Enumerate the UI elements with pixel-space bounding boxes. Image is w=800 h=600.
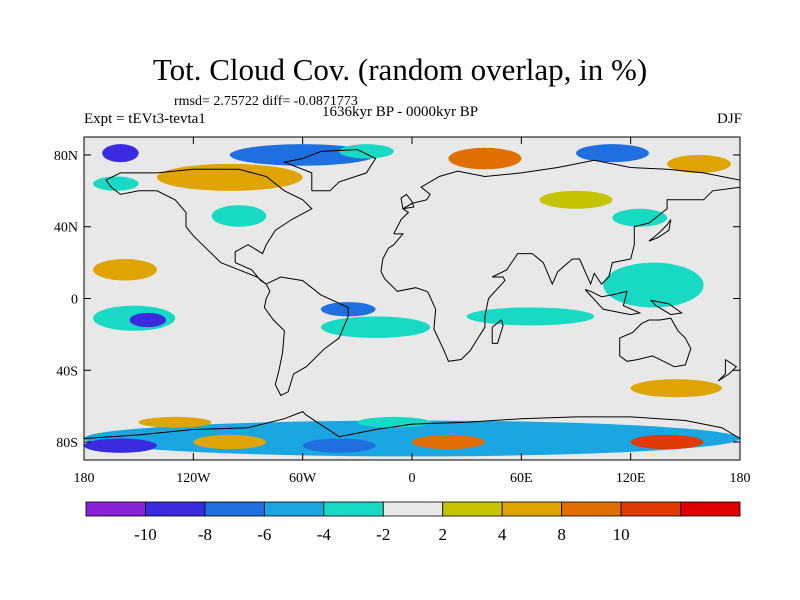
colorbar: -10 -8 -6 -4 -2 2 4 8 10 [85, 501, 741, 544]
coastline-australia [619, 317, 692, 368]
anomaly-region [156, 163, 303, 191]
coastline-indonesia [584, 289, 642, 316]
anomaly-region [84, 438, 157, 453]
coastlines [84, 149, 740, 439]
lat-tick-label: 40N [54, 221, 78, 236]
colorbar-swatch [204, 501, 265, 517]
anomaly-region [630, 379, 722, 398]
colorbar-label: -10 [134, 525, 157, 544]
coastline-new-guinea [650, 299, 684, 316]
anomaly-field [84, 144, 740, 457]
anomaly-region [521, 438, 595, 453]
anomaly-region [630, 434, 704, 450]
lon-tick-label: 120E [616, 471, 646, 486]
anomaly-region [339, 144, 394, 159]
anomaly-region [138, 416, 212, 428]
season-text: DJF [716, 111, 742, 127]
anomaly-region [93, 259, 157, 281]
colorbar-label: -2 [376, 525, 390, 544]
lon-tick-label: 120W [176, 471, 211, 486]
anomaly-region [539, 190, 613, 209]
colorbar-swatch [442, 501, 503, 517]
coastline-greenland [282, 149, 377, 192]
colorbar-label: 2 [438, 525, 447, 544]
lon-tick-label: 60W [289, 471, 317, 486]
lon-axis: 180 120W 60W 0 60E 120E 180 [74, 137, 751, 486]
anomaly-region [302, 438, 376, 453]
lon-tick-label: 0 [409, 471, 416, 486]
lat-tick-label: 40S [56, 364, 78, 379]
stats-text: rmsd= 2.75722 diff= -0.0871773 [174, 94, 358, 109]
anomaly-region [129, 312, 166, 328]
lon-tick-label: 180 [730, 471, 751, 486]
anomaly-region [603, 262, 704, 308]
anomaly-region [193, 434, 267, 450]
anomaly-region [357, 416, 431, 428]
anomaly-region [211, 205, 267, 227]
anomaly-region [612, 208, 668, 227]
experiment-text: Expt = tEVt3-tevta1 [84, 111, 206, 127]
coastline-madagascar [491, 319, 504, 344]
colorbar-label: -6 [257, 525, 271, 544]
colorbar-swatch [85, 501, 146, 517]
colorbar-swatch [382, 501, 444, 517]
colorbar-swatch [323, 501, 384, 517]
anomaly-region [93, 176, 139, 191]
colorbar-swatch [680, 501, 741, 517]
colorbar-swatch [145, 501, 206, 517]
coastline-north-america [105, 168, 313, 285]
lat-tick-label: 80S [56, 436, 78, 451]
colorbar-label: 8 [557, 525, 566, 544]
anomaly-region [576, 144, 649, 163]
coastline-new-zealand [717, 359, 738, 382]
lon-tick-label: 60E [510, 471, 533, 486]
coastline-japan [648, 219, 672, 242]
map-title: Tot. Cloud Cov. (random overlap, in %) [152, 52, 648, 87]
lat-axis: 80N 40N 0 40S 80S [54, 149, 740, 451]
coastline-eurasia-africa [380, 159, 740, 362]
colorbar-swatch [620, 501, 681, 517]
colorbar-swatch [561, 501, 622, 517]
anomaly-region [412, 434, 485, 450]
colorbar-label: 10 [613, 525, 630, 544]
anomaly-region [102, 144, 139, 163]
lat-tick-label: 0 [71, 293, 78, 308]
coastline-antarctica [84, 411, 740, 439]
lon-tick-label: 180 [74, 471, 95, 486]
colorbar-swatch [501, 501, 563, 517]
colorbar-label: 4 [498, 525, 507, 544]
colorbar-swatch [263, 501, 325, 517]
coastline-south-america [263, 276, 349, 397]
colorbar-label: -4 [317, 525, 332, 544]
anomaly-region [466, 307, 595, 326]
anomaly-region [229, 144, 376, 166]
anomaly-region [448, 147, 522, 170]
lat-tick-label: 80N [54, 149, 78, 164]
anomaly-region [320, 316, 431, 338]
coastline-uk [400, 193, 415, 210]
period-text: 1636kyr BP - 0000kyr BP [322, 104, 479, 120]
colorbar-label: -8 [198, 525, 212, 544]
anomaly-region [667, 154, 731, 173]
